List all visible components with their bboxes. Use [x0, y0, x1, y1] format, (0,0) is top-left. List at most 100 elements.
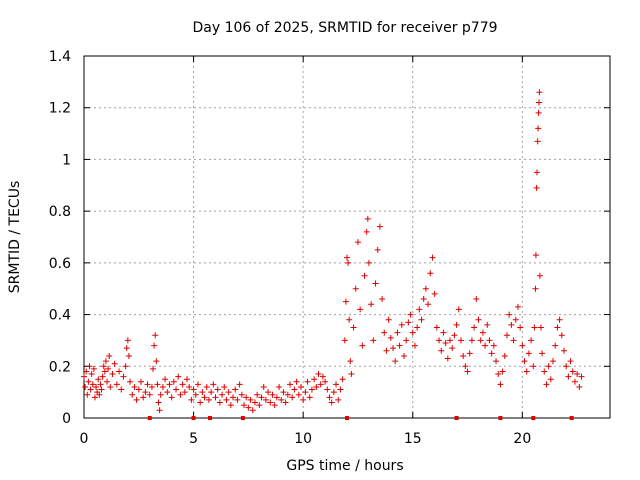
data-point: [203, 383, 210, 390]
data-point: [519, 342, 526, 349]
data-point: [88, 371, 95, 378]
data-point: [210, 381, 217, 388]
data-point: [324, 386, 331, 393]
data-point: [531, 324, 538, 331]
data-point: [221, 383, 228, 390]
data-point: [534, 169, 541, 176]
data-point: [536, 89, 543, 96]
data-point: [532, 285, 539, 292]
data-point: [273, 394, 280, 401]
data-point: [262, 396, 269, 403]
data-point: [83, 368, 90, 375]
data-point: [503, 332, 510, 339]
data-point: [105, 365, 112, 372]
data-point: [501, 352, 508, 359]
data-points: [81, 89, 585, 414]
data-point: [484, 321, 491, 328]
data-point: [153, 358, 160, 365]
data-point: [282, 399, 289, 406]
data-point: [342, 298, 349, 305]
data-point: [164, 389, 171, 396]
data-point: [550, 358, 557, 365]
data-point: [86, 363, 93, 370]
data-point: [118, 386, 125, 393]
y-tick-label: 1.4: [49, 49, 71, 65]
data-point: [140, 394, 147, 401]
data-point: [280, 389, 287, 396]
data-point: [82, 383, 89, 390]
data-point: [525, 350, 532, 357]
y-tick-label: 0: [62, 411, 71, 427]
y-axis-label: SRMTID / TECUs: [7, 181, 23, 294]
data-point: [535, 99, 542, 106]
data-point: [420, 296, 427, 303]
data-point: [567, 358, 574, 365]
data-point: [468, 337, 475, 344]
data-point: [326, 394, 333, 401]
grid-lines: [84, 56, 610, 418]
data-point: [159, 383, 166, 390]
data-point: [486, 337, 493, 344]
data-point: [102, 358, 109, 365]
data-point: [495, 371, 502, 378]
data-point: [120, 373, 127, 380]
data-point: [216, 399, 223, 406]
data-point: [90, 365, 97, 372]
data-point: [361, 272, 368, 279]
data-point: [104, 378, 111, 385]
data-point: [146, 391, 153, 398]
data-point: [199, 389, 206, 396]
data-point: [249, 407, 256, 414]
data-gap-marker: [147, 416, 152, 420]
data-point: [116, 368, 123, 375]
data-point: [427, 270, 434, 277]
x-tick-label: 15: [404, 431, 422, 447]
data-point: [123, 345, 130, 352]
data-point: [405, 319, 412, 326]
data-point: [238, 391, 245, 398]
data-point: [89, 381, 96, 388]
data-point: [271, 402, 278, 409]
data-point: [345, 259, 352, 266]
data-point: [506, 311, 513, 318]
data-point: [451, 332, 458, 339]
data-point: [173, 386, 180, 393]
y-tick-label: 1: [62, 152, 71, 168]
data-point: [284, 391, 291, 398]
data-point: [265, 389, 272, 396]
data-point: [462, 363, 469, 370]
data-point: [565, 373, 572, 380]
data-point: [475, 316, 482, 323]
data-point: [269, 391, 276, 398]
data-point: [403, 337, 410, 344]
data-point: [155, 399, 162, 406]
data-point: [227, 402, 234, 409]
y-tick-label: 0.8: [49, 204, 71, 220]
data-point: [240, 402, 247, 409]
data-point: [184, 376, 191, 383]
data-point: [528, 337, 535, 344]
data-point: [471, 324, 478, 331]
data-point: [411, 342, 418, 349]
data-point: [186, 383, 193, 390]
x-tick-label: 5: [189, 431, 198, 447]
data-point: [278, 396, 285, 403]
data-point: [523, 368, 530, 375]
data-point: [295, 391, 302, 398]
data-point: [341, 337, 348, 344]
data-point: [431, 290, 438, 297]
data-point: [223, 396, 230, 403]
data-point: [247, 396, 254, 403]
data-point: [359, 342, 366, 349]
data-point: [205, 396, 212, 403]
data-point: [93, 383, 100, 390]
data-point: [317, 381, 324, 388]
data-gap-marker: [191, 416, 196, 420]
data-point: [297, 383, 304, 390]
data-point: [346, 316, 353, 323]
data-point: [106, 352, 113, 359]
data-point: [539, 350, 546, 357]
data-point: [348, 371, 355, 378]
data-point: [208, 389, 215, 396]
data-point: [124, 337, 131, 344]
